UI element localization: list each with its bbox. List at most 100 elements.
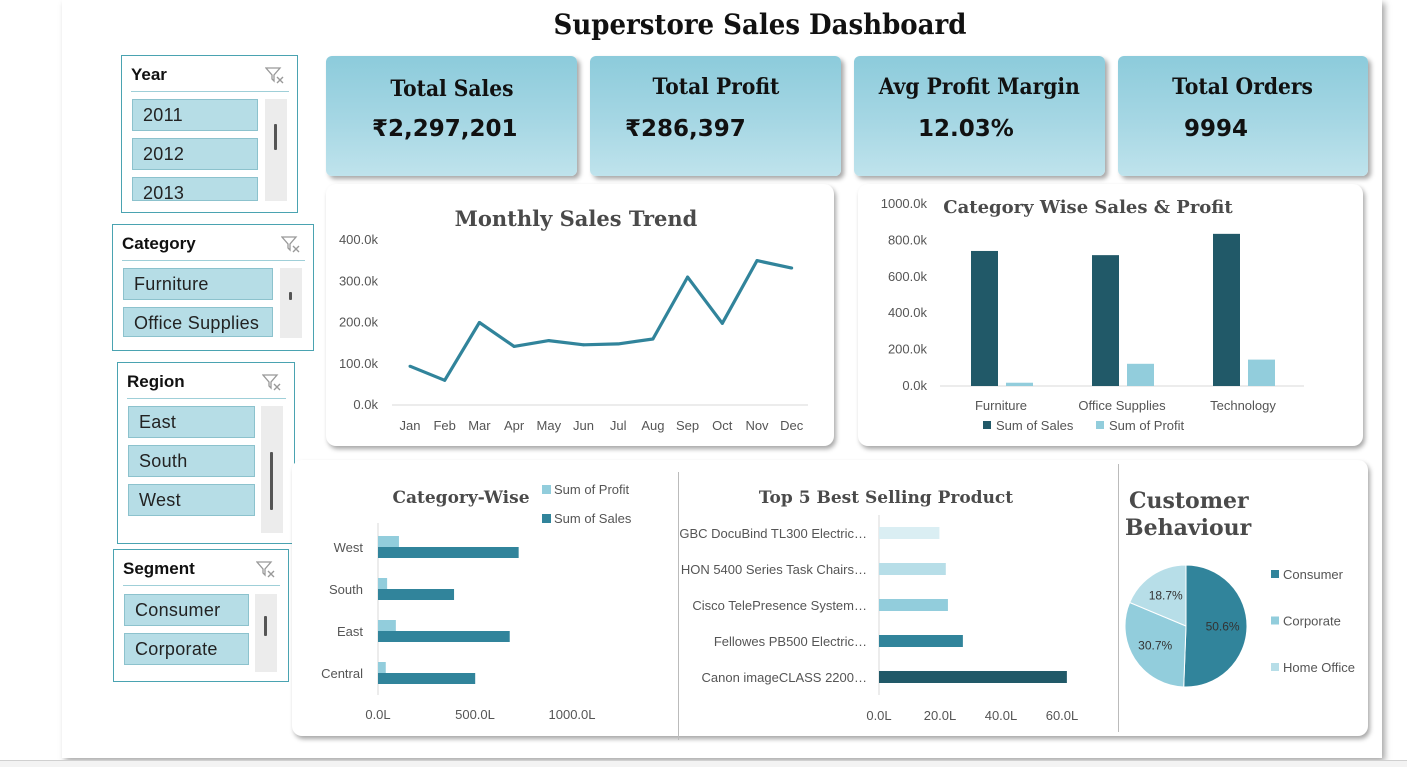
slicer-item-2012[interactable]: 2012 [132,138,258,170]
bar-sum-of-profit [378,620,396,631]
category-sales-profit-panel: Category Wise Sales & Profit 0.0k 200.0k 40… [858,184,1363,446]
y-tick-label: Central [321,666,363,681]
slicer-item-consumer[interactable]: Consumer [124,594,249,626]
x-tick-label: May [537,418,562,433]
slicer-item-corporate[interactable]: Corporate [124,633,249,665]
x-tick-label: Technology [1210,398,1276,413]
kpi-label: Total Profit [652,74,779,100]
y-tick-label: Cisco TelePresence System… [692,598,867,613]
sheet-tabs-bar[interactable] [0,760,1407,767]
kpi-total-profit: Total Profit ₹286,397 [590,56,841,176]
legend-label: Sum of Profit [554,482,630,497]
y-tick-label: 100.0k [339,356,379,371]
year-slicer[interactable]: Year 2011 2012 2013 [121,55,298,213]
sales-trend-line [409,259,793,382]
kpi-value: ₹286,397 [625,116,746,142]
category-slicer[interactable]: Category Furniture Office Supplies [112,224,314,351]
scroll-thumb[interactable] [274,124,277,150]
data-point [582,343,585,347]
segment-slicer[interactable]: Segment Consumer Corporate [113,549,289,682]
clear-filter-icon[interactable] [256,560,276,578]
bar-sum-of-profit [378,578,388,589]
y-tick-label: 0.0k [902,378,927,393]
slicer-title: Year [131,65,167,84]
top5-products-chart: Top 5 Best Selling Product GBC DocuBind T… [679,488,1078,723]
legend-swatch [542,485,551,494]
data-point [651,337,655,341]
x-tick-label: Aug [641,418,664,433]
x-tick-label: 1000.0L [549,707,596,722]
slicer-item-office-supplies[interactable]: Office Supplies [123,307,273,337]
data-point [547,339,551,343]
clear-filter-icon[interactable] [281,235,301,253]
x-tick-label: Nov [745,418,769,433]
product-bar [879,563,946,575]
x-tick-label: Feb [433,418,455,433]
x-tick-label: 500.0L [455,707,495,722]
y-tick-label: 800.0k [888,232,928,247]
legend-swatch [1096,421,1104,429]
bar-sum-of-profit [378,662,386,673]
slicer-item-furniture[interactable]: Furniture [123,268,273,300]
bar-sum-of-sales [378,547,519,558]
legend-label: Sum of Sales [554,511,632,526]
data-point [790,266,794,270]
legend-label: Home Office [1283,660,1355,675]
legend-label: Consumer [1283,567,1344,582]
slicer-item-west[interactable]: West [128,484,255,516]
bottom-charts-panel: Category-Wise West South East Central 0.0L 500… [292,460,1368,740]
slicer-scrollbar[interactable] [255,594,277,672]
clear-filter-icon[interactable] [262,373,282,391]
product-bar [879,671,1067,683]
y-tick-label: South [329,582,363,597]
slicer-item-east[interactable]: East [128,406,255,438]
bar-sum-of-profit [1006,382,1033,386]
slicer-scrollbar[interactable] [280,268,302,338]
pie-data-label: 50.6% [1206,620,1240,634]
clear-filter-icon[interactable] [265,66,285,84]
y-tick-label: East [337,624,363,639]
y-tick-label: HON 5400 Series Task Chairs… [681,562,867,577]
x-tick-label: Office Supplies [1078,398,1166,413]
bar-sum-of-sales [1092,255,1119,386]
chart-title: Top 5 Best Selling Product [759,488,1013,508]
region-slicer[interactable]: Region East South West [117,362,295,544]
x-tick-label: Mar [468,418,491,433]
y-tick-label: 0.0k [353,397,378,412]
slicer-header: Region [127,371,286,399]
bar-sum-of-sales [971,250,998,386]
monthly-sales-panel: Monthly Sales Trend 0.0k 100.0k 200.0k 300.0… [326,184,834,446]
data-point [477,321,481,324]
kpi-total-sales: Total Sales ₹2,297,201 [326,56,577,176]
x-tick-label: Furniture [975,398,1027,413]
scroll-thumb[interactable] [264,616,267,636]
panel-divider [1118,464,1119,732]
slicer-item-2011[interactable]: 2011 [132,99,258,131]
data-point [686,275,690,279]
y-tick-label: Canon imageCLASS 2200… [702,670,868,685]
slicer-item-south[interactable]: South [128,445,255,477]
slicer-title: Category [122,234,196,253]
slicer-scrollbar[interactable] [261,406,283,533]
legend-swatch [1271,663,1279,671]
legend-swatch [983,421,991,429]
kpi-label: Total Orders [1172,74,1314,100]
scroll-thumb[interactable] [270,452,273,510]
kpi-avg-profit-margin: Avg Profit Margin 12.03% [854,56,1105,176]
slicer-item-2013[interactable]: 2013 [132,177,258,201]
chart-title: Category Wise Sales & Profit [943,197,1233,218]
kpi-value: ₹2,297,201 [372,116,518,142]
scroll-thumb[interactable] [289,292,292,300]
data-point [720,321,724,325]
chart-title-line: Behaviour [1125,515,1252,541]
x-tick-label: 0.0L [365,707,390,722]
slicer-scrollbar[interactable] [265,99,287,201]
chart-title: Monthly Sales Trend [455,206,698,231]
bar-sum-of-profit [1248,359,1275,386]
kpi-value: 12.03% [918,116,1014,142]
panel-divider [678,472,679,740]
dashboard-title: Superstore Sales Dashboard [553,8,967,41]
product-bar [879,635,963,647]
x-tick-label: Sep [676,418,699,433]
x-tick-label: Jun [573,418,594,433]
